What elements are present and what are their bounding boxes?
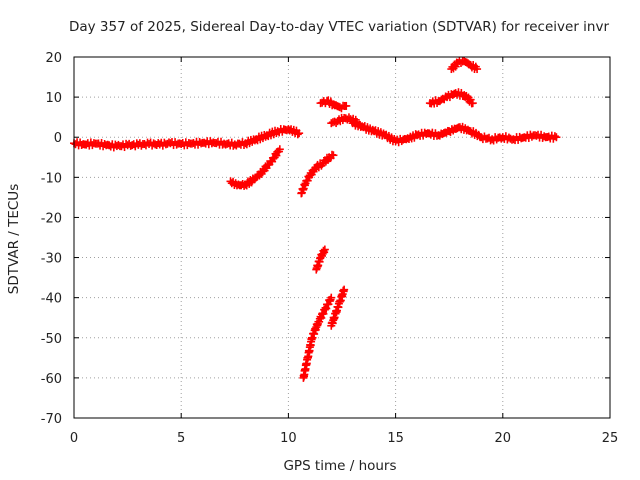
x-axis-label: GPS time / hours [283, 458, 396, 474]
series-baseline-a [70, 125, 304, 152]
series-hump-high [447, 56, 482, 74]
data-points [70, 56, 561, 382]
data-point [342, 101, 351, 110]
series-dip-right [327, 285, 349, 330]
series-bump-a [316, 96, 351, 113]
y-tick-label: 10 [45, 91, 62, 106]
data-point [293, 130, 302, 139]
data-point [268, 157, 277, 166]
data-point [552, 133, 561, 142]
x-tick-label: 25 [602, 431, 619, 446]
y-axis-label: SDTVAR / TECUs [6, 184, 22, 294]
series-dip-deep [299, 293, 336, 382]
y-tick-label: -70 [41, 412, 62, 427]
data-point [295, 129, 304, 138]
x-tick-label: 5 [177, 431, 185, 446]
y-tick-label: -40 [41, 292, 62, 307]
data-point [468, 99, 477, 108]
y-tick-label: -60 [41, 372, 62, 387]
data-point [275, 145, 284, 154]
plot-frame [73, 56, 611, 419]
series-hump-mid [425, 88, 477, 108]
y-tick-label: -10 [41, 171, 62, 186]
y-tick-label: 20 [45, 51, 62, 66]
x-tick-label: 20 [495, 431, 512, 446]
y-tick-label: -30 [41, 252, 62, 267]
series-dip-short [312, 245, 329, 274]
ticks: 0 5 10 15 20 25 -70 -60 -50 -40 -30 -20 -10 0 10 20 [41, 51, 619, 446]
data-point [329, 151, 338, 160]
y-tick-label: -20 [41, 211, 62, 226]
x-tick-label: 0 [70, 431, 78, 446]
series-arc-mid [297, 150, 338, 198]
x-tick-label: 15 [387, 431, 404, 446]
y-tick-label: 0 [54, 131, 62, 146]
x-tick-label: 10 [280, 431, 297, 446]
data-point [327, 293, 336, 302]
data-point [320, 245, 329, 254]
chart-title: Day 357 of 2025, Sidereal Day-to-day VTE… [69, 19, 609, 35]
series-arc-low [226, 145, 284, 190]
data-point [340, 285, 349, 294]
data-point [550, 132, 559, 141]
data-point [272, 151, 281, 160]
y-tick-label: -50 [41, 332, 62, 347]
data-point [270, 153, 279, 162]
series-baseline-b [348, 118, 561, 147]
data-point [473, 65, 482, 74]
